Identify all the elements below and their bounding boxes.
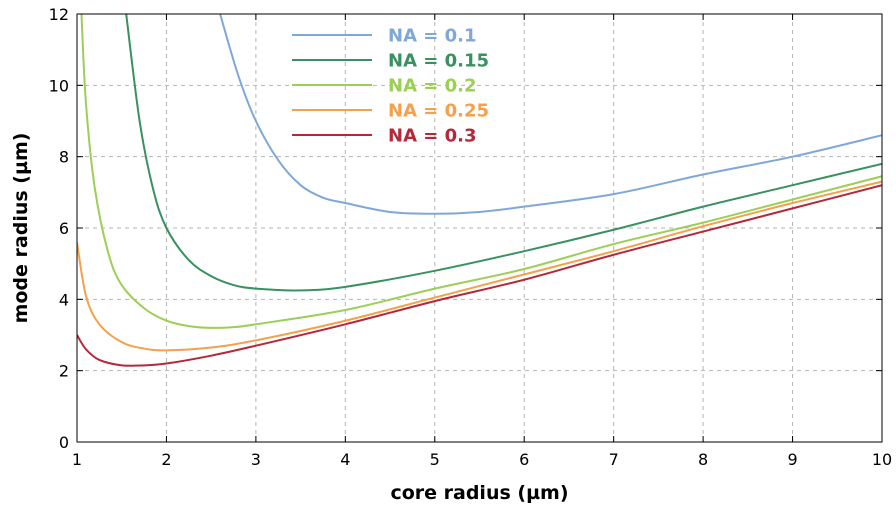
series-line-na-0-15 — [125, 14, 882, 292]
y-tick-label: 0 — [59, 433, 69, 452]
y-axis-title: mode radius (µm) — [10, 133, 32, 324]
x-tick-label: 6 — [519, 450, 529, 469]
x-tick-label: 8 — [698, 450, 708, 469]
y-tick-label: 12 — [49, 5, 69, 24]
axis-ticks — [76, 13, 883, 443]
legend: NA = 0.1 NA = 0.15 NA = 0.2 NA = 0.25 NA = 0… — [292, 26, 489, 147]
x-tick-label: 7 — [609, 450, 619, 469]
series-line-na-0-3 — [77, 184, 882, 367]
x-axis-title: core radius (µm) — [390, 482, 568, 504]
legend-label: NA = 0.2 — [388, 76, 477, 97]
series-line-na-0-25 — [77, 180, 882, 352]
legend-label: NA = 0.1 — [388, 26, 477, 47]
legend-label: NA = 0.15 — [388, 51, 489, 72]
series-lines — [77, 14, 882, 367]
series-line-na-0-1 — [219, 14, 882, 215]
x-tick-label: 9 — [787, 450, 797, 469]
grid — [77, 14, 882, 442]
y-tick-label: 10 — [49, 76, 69, 95]
x-tick-label: 5 — [430, 450, 440, 469]
x-tick-label: 1 — [72, 450, 82, 469]
x-tick-label: 10 — [872, 450, 892, 469]
x-tick-label: 2 — [161, 450, 171, 469]
y-tick-label: 6 — [59, 219, 69, 238]
x-tick-label: 4 — [340, 450, 350, 469]
y-tick-label: 2 — [59, 362, 69, 381]
series-line-na-0-2 — [80, 14, 882, 329]
x-tick-label: 3 — [251, 450, 261, 469]
y-tick-label: 8 — [59, 148, 69, 167]
legend-label: NA = 0.3 — [388, 126, 477, 147]
y-tick-label: 4 — [59, 290, 69, 309]
legend-label: NA = 0.25 — [388, 101, 489, 122]
